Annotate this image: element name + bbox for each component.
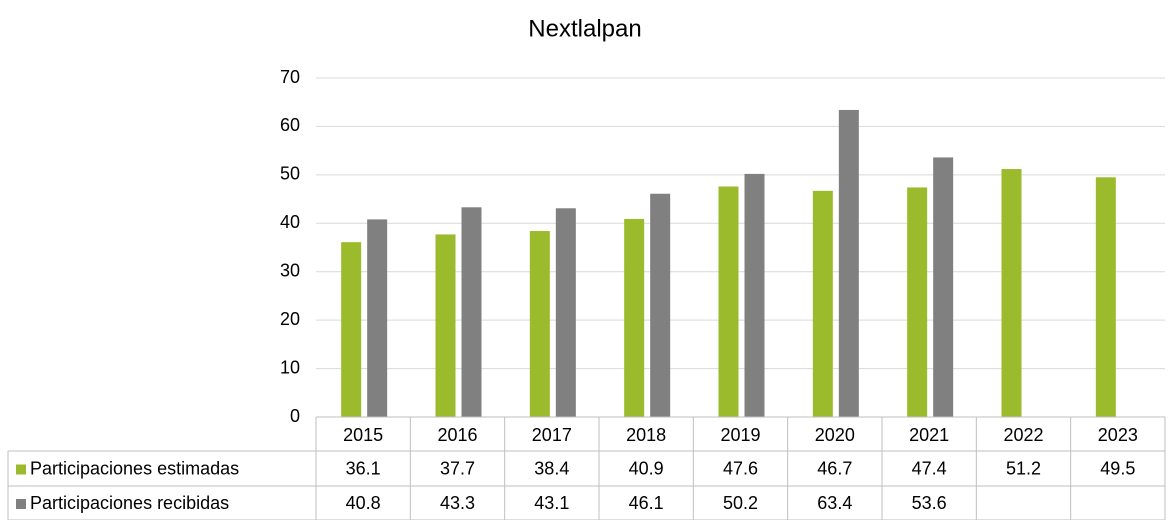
table-value: 38.4 — [534, 458, 569, 478]
bar — [367, 219, 388, 417]
bar — [461, 207, 482, 417]
x-tick-label: 2018 — [626, 425, 666, 445]
table-value: 47.6 — [723, 458, 758, 478]
x-tick-label: 2019 — [720, 425, 760, 445]
x-tick-label: 2022 — [1003, 425, 1043, 445]
x-tick-label: 2015 — [343, 425, 383, 445]
table-value: 46.1 — [629, 493, 664, 513]
y-tick-label: 0 — [290, 406, 300, 426]
y-tick-label: 30 — [280, 260, 300, 280]
table-value: 40.9 — [629, 458, 664, 478]
y-tick-label: 40 — [280, 212, 300, 232]
table-value: 51.2 — [1006, 458, 1041, 478]
bar — [718, 186, 739, 417]
table-value: 36.1 — [346, 458, 381, 478]
table-value: 37.7 — [440, 458, 475, 478]
table-value: 53.6 — [912, 493, 947, 513]
bar — [838, 109, 859, 417]
legend-swatch — [16, 464, 26, 475]
x-tick-label: 2021 — [909, 425, 949, 445]
x-tick-label: 2017 — [532, 425, 572, 445]
bar — [624, 218, 645, 417]
x-tick-label: 2023 — [1098, 425, 1138, 445]
chart-title: Nextlalpan — [528, 15, 641, 42]
bar — [529, 231, 550, 417]
legend-label: Participaciones estimadas — [30, 458, 239, 478]
x-tick-label: 2016 — [437, 425, 477, 445]
table-value: 43.3 — [440, 493, 475, 513]
bar — [907, 187, 928, 417]
x-tick-label: 2020 — [815, 425, 855, 445]
table-value: 50.2 — [723, 493, 758, 513]
bar — [812, 190, 833, 417]
legend-swatch — [16, 499, 26, 509]
bar — [744, 173, 765, 417]
y-tick-label: 60 — [280, 115, 300, 135]
bar — [435, 234, 456, 417]
table-value: 40.8 — [346, 493, 381, 513]
bar — [1095, 177, 1116, 417]
table-value: 46.7 — [817, 458, 852, 478]
y-tick-label: 50 — [280, 164, 300, 184]
y-tick-label: 70 — [280, 67, 300, 87]
table-value: 43.1 — [534, 493, 569, 513]
table-value: 47.4 — [912, 458, 947, 478]
legend-label: Participaciones recibidas — [30, 493, 229, 513]
y-tick-label: 10 — [280, 357, 300, 377]
bar — [555, 208, 576, 417]
table-value: 63.4 — [817, 493, 852, 513]
bar — [341, 242, 362, 417]
y-tick-label: 20 — [280, 309, 300, 329]
bar — [1001, 169, 1022, 417]
bar — [933, 157, 954, 417]
bar — [650, 193, 671, 417]
table-value: 49.5 — [1100, 458, 1135, 478]
